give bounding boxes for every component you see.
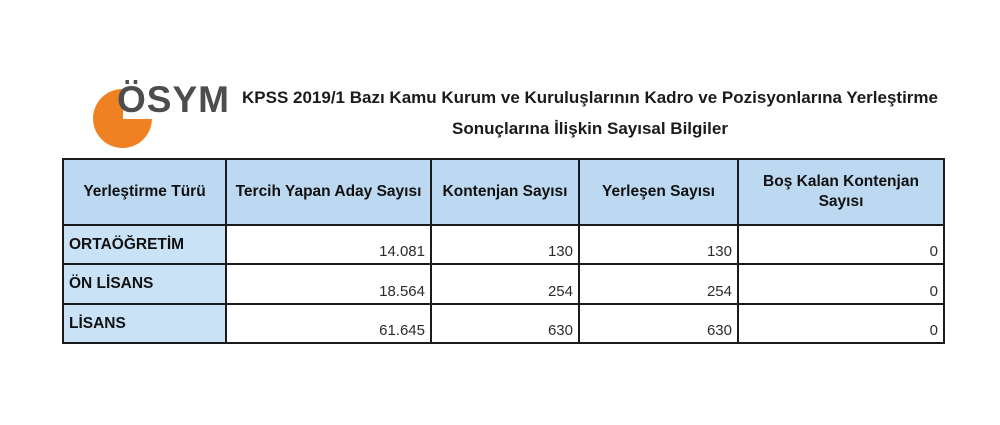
cell-value: 14.081 — [225, 224, 432, 265]
column-header-tercih-yapan-aday-sayisi: Tercih Yapan Aday Sayısı — [225, 158, 432, 226]
table-row-on-lisans: ÖN LİSANS 18.564 254 254 0 — [62, 263, 945, 305]
osym-logo-icon — [93, 89, 152, 148]
cell-value: 630 — [430, 303, 580, 344]
column-header-yerlestirme-turu: Yerleştirme Türü — [62, 158, 227, 226]
page-title: KPSS 2019/1 Bazı Kamu Kurum ve Kuruluşla… — [240, 82, 940, 144]
table-row-lisans: LİSANS 61.645 630 630 0 — [62, 303, 945, 344]
row-label: ORTAÖĞRETİM — [62, 224, 227, 265]
cell-value: 0 — [737, 263, 945, 305]
cell-value: 0 — [737, 303, 945, 344]
cell-value: 61.645 — [225, 303, 432, 344]
cell-value: 130 — [578, 224, 739, 265]
header-row: Yerleştirme Türü Tercih Yapan Aday Sayıs… — [62, 158, 945, 226]
cell-value: 630 — [578, 303, 739, 344]
cell-value: 254 — [430, 263, 580, 305]
table-row-ortaogretim: ORTAÖĞRETİM 14.081 130 130 0 — [62, 224, 945, 265]
cell-value: 130 — [430, 224, 580, 265]
cell-value: 18.564 — [225, 263, 432, 305]
column-header-bos-kalan-kontenjan-sayisi: Boş Kalan Kontenjan Sayısı — [737, 158, 945, 226]
row-label: LİSANS — [62, 303, 227, 344]
page-title-line2: Sonuçlarına İlişkin Sayısal Bilgiler — [452, 119, 728, 138]
osym-logo-text: ÖSYM — [117, 79, 230, 120]
column-header-kontenjan-sayisi: Kontenjan Sayısı — [430, 158, 580, 226]
column-header-yerlesen-sayisi: Yerleşen Sayısı — [578, 158, 739, 226]
page-title-line1: KPSS 2019/1 Bazı Kamu Kurum ve Kuruluşla… — [242, 88, 938, 107]
cell-value: 254 — [578, 263, 739, 305]
row-label: ÖN LİSANS — [62, 263, 227, 305]
cell-value: 0 — [737, 224, 945, 265]
osym-logo-notch — [122, 89, 152, 119]
osym-logo: ÖSYM — [93, 79, 229, 150]
results-table: Yerleştirme Türü Tercih Yapan Aday Sayıs… — [62, 158, 945, 344]
